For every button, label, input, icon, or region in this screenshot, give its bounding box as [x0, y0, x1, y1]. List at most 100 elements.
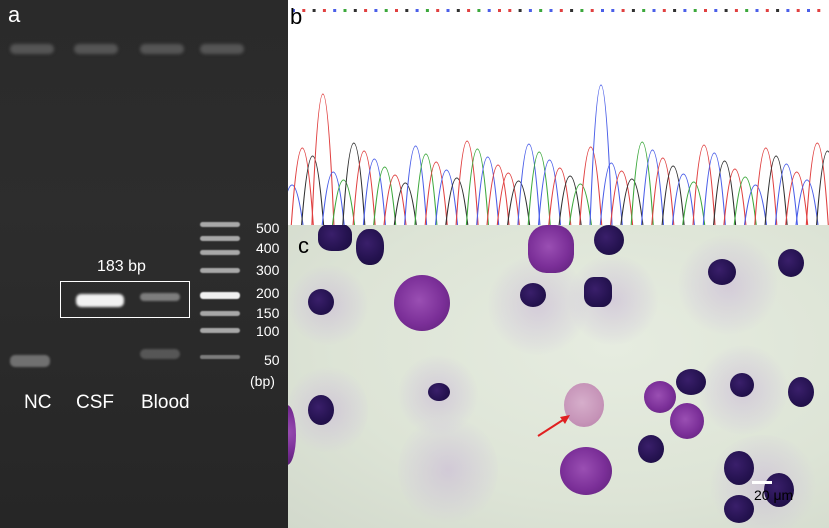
cell-halo	[568, 255, 658, 345]
trace-peak	[661, 165, 685, 225]
trace-peak	[816, 150, 829, 225]
trace-peak	[692, 144, 716, 225]
trace-peak	[290, 147, 314, 225]
leukocyte	[644, 381, 676, 413]
ladder-band	[200, 292, 240, 299]
base-call-mark	[631, 9, 635, 12]
macrophage	[394, 275, 450, 331]
product-highlight-box	[60, 281, 190, 318]
trace-peak	[414, 153, 438, 225]
base-call-mark	[322, 9, 326, 12]
ladder-label-100: 100	[256, 323, 280, 339]
base-call-mark	[745, 9, 749, 12]
trace-peak	[630, 141, 654, 225]
leukocyte	[528, 225, 574, 273]
leukocyte	[318, 225, 352, 251]
trace-peak	[702, 152, 726, 225]
trace-peak	[785, 171, 809, 225]
csf-band	[76, 294, 124, 307]
ladder-unit-label: (bp)	[250, 373, 275, 389]
base-call-mark	[518, 9, 522, 12]
trace-peak	[774, 163, 798, 225]
base-call-mark	[302, 9, 306, 12]
trace-peak	[671, 173, 695, 225]
base-call-mark	[456, 9, 460, 12]
trace-peak	[682, 181, 706, 225]
base-call-mark	[415, 9, 419, 12]
lane-label-csf: CSF	[76, 392, 114, 413]
nc-primer-band	[10, 355, 50, 367]
base-call-mark	[693, 9, 697, 12]
base-call-mark	[528, 9, 532, 12]
panel-letter-a: a	[8, 2, 21, 27]
base-call-mark	[734, 9, 738, 12]
base-call-mark	[446, 9, 450, 12]
leukocyte	[308, 289, 334, 315]
trace-peak	[589, 84, 613, 225]
gel-well	[200, 44, 244, 54]
gel-well	[74, 44, 118, 54]
leukocyte	[288, 405, 296, 465]
base-call-mark	[467, 9, 471, 12]
trace-peak	[610, 170, 634, 225]
trace-peak	[424, 161, 448, 225]
base-call-mark	[611, 9, 615, 12]
trace-peak	[517, 143, 541, 225]
base-call-mark	[487, 9, 491, 12]
gel-panel: a 500 400 300 200 150 100 50 (bp) 183 bp…	[0, 0, 288, 528]
trace-peak	[445, 177, 469, 225]
trace-peak	[301, 155, 325, 225]
ladder-band	[200, 222, 240, 227]
base-call-mark	[425, 9, 429, 12]
trace-peak	[321, 171, 345, 225]
trace-peak	[733, 176, 757, 225]
blood-band	[140, 293, 180, 301]
trace-peak	[393, 182, 417, 225]
base-call-mark	[343, 9, 347, 12]
lane-label-nc: NC	[24, 392, 52, 413]
ladder-band	[200, 311, 240, 316]
leukocyte	[670, 403, 704, 439]
base-call-mark	[704, 9, 707, 12]
trace-peak	[527, 151, 551, 225]
trace-peak	[568, 183, 592, 225]
ladder-label-400: 400	[256, 240, 280, 256]
base-call-mark	[312, 9, 316, 12]
trace-peak	[496, 172, 520, 225]
leukocyte	[778, 249, 804, 277]
scale-bar	[752, 481, 772, 484]
blood-primer-band	[140, 349, 180, 359]
base-call-mark	[374, 9, 378, 12]
trace-peak	[805, 142, 829, 225]
trace-peak	[579, 146, 603, 225]
base-call-mark	[353, 9, 357, 12]
trace-peak	[795, 179, 819, 225]
leukocyte	[520, 283, 546, 307]
trace-peak	[754, 147, 778, 225]
ladder-label-150: 150	[256, 305, 280, 321]
trace-peak	[331, 179, 356, 225]
trace-peak	[548, 167, 572, 225]
trace-peak	[465, 148, 489, 225]
base-call-mark	[570, 9, 574, 12]
trace-peak	[537, 159, 562, 225]
base-call-mark	[384, 9, 388, 12]
panel-letter-c: c	[298, 233, 309, 258]
leukocyte	[308, 395, 334, 425]
gel-well	[140, 44, 184, 54]
ladder-band	[200, 236, 240, 241]
ladder-band	[200, 355, 240, 359]
base-call-mark	[292, 9, 295, 12]
base-call-mark	[477, 9, 481, 12]
ladder-band	[200, 328, 240, 333]
base-call-mark	[498, 9, 501, 12]
base-call-mark	[559, 9, 563, 12]
base-call-mark	[714, 9, 718, 12]
red-arrow-icon	[537, 415, 570, 437]
base-call-mark	[776, 9, 780, 12]
ladder-band	[200, 268, 240, 273]
leukocyte	[676, 369, 706, 395]
lane-label-blood: Blood	[141, 392, 190, 413]
leukocyte	[708, 259, 736, 285]
trace-peak	[486, 164, 510, 225]
